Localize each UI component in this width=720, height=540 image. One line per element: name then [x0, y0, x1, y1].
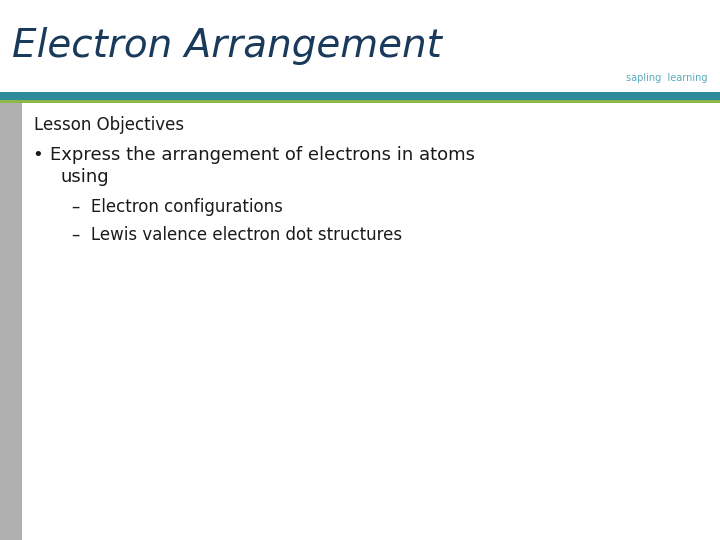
Text: –  Electron configurations: – Electron configurations — [72, 198, 283, 216]
Bar — [0, 0, 720, 92]
Bar — [0, 100, 720, 103]
Bar — [0, 92, 720, 100]
Text: Lesson Objectives: Lesson Objectives — [34, 116, 184, 134]
Bar — [0, 103, 720, 105]
Text: •: • — [32, 146, 42, 164]
Bar — [0, 103, 22, 540]
Bar — [22, 103, 720, 540]
Text: using: using — [60, 168, 109, 186]
Bar — [0, 103, 720, 540]
Text: –  Lewis valence electron dot structures: – Lewis valence electron dot structures — [72, 226, 402, 244]
Text: sapling  learning: sapling learning — [626, 73, 708, 83]
Text: Electron Arrangement: Electron Arrangement — [12, 27, 442, 65]
Text: Express the arrangement of electrons in atoms: Express the arrangement of electrons in … — [50, 146, 475, 164]
